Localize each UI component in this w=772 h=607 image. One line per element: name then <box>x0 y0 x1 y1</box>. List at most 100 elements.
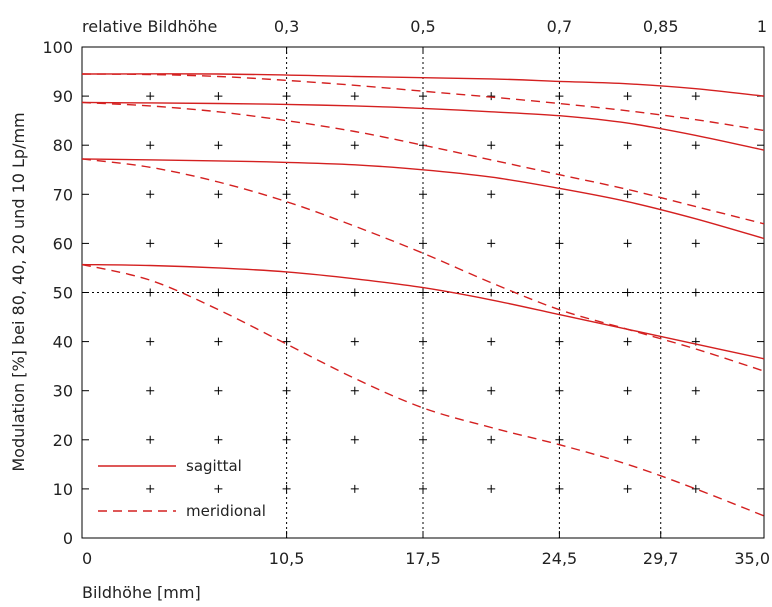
x-tick-label: 35,0 <box>734 549 770 568</box>
grid-cross <box>691 484 700 493</box>
sagittal-curve <box>81 158 765 240</box>
grid-cross <box>555 337 564 346</box>
top-axis-label: relative Bildhöhe <box>82 17 217 36</box>
x-tick-label: 24,5 <box>542 549 578 568</box>
grid-cross <box>419 435 427 444</box>
grid-cross <box>691 288 700 297</box>
grid-cross <box>555 190 564 199</box>
grid-cross <box>623 239 632 248</box>
grid-cross <box>214 386 223 395</box>
grid-cross <box>487 288 496 297</box>
mtf-curves <box>81 73 765 517</box>
grid-cross <box>350 92 359 101</box>
grid-cross <box>487 337 496 346</box>
grid-cross <box>350 435 359 444</box>
top-tick-label: 0,7 <box>547 17 572 36</box>
top-tick-label: 0,3 <box>274 17 299 36</box>
grid-cross <box>282 141 291 150</box>
grid-cross <box>555 141 564 150</box>
sagittal-curve <box>81 73 765 97</box>
y-tick-label: 60 <box>53 234 73 253</box>
grid-cross <box>214 141 223 150</box>
grid-cross <box>487 190 496 199</box>
grid-cross <box>214 435 223 444</box>
grid-cross <box>623 288 632 297</box>
grid-cross <box>487 435 496 444</box>
grid-cross <box>555 239 564 248</box>
grid-cross <box>691 239 700 248</box>
grid-cross <box>350 386 359 395</box>
grid-cross <box>350 141 359 150</box>
grid-cross <box>555 484 564 493</box>
grid-cross <box>282 484 291 493</box>
grid-cross <box>419 386 427 395</box>
grid-cross <box>350 484 359 493</box>
grid-cross <box>146 190 155 199</box>
grid-cross <box>419 239 427 248</box>
grid-cross <box>623 141 632 150</box>
y-tick-label: 50 <box>53 284 73 303</box>
top-tick-label: 1 <box>757 17 767 36</box>
x-tick-label: 29,7 <box>643 549 679 568</box>
sagittal-curve <box>81 101 765 151</box>
grid-cross <box>691 92 700 101</box>
grid-cross <box>623 435 632 444</box>
grid-cross <box>146 484 155 493</box>
y-tick-label: 40 <box>53 333 73 352</box>
grid-cross <box>146 435 155 444</box>
grid-cross <box>487 386 496 395</box>
grid-cross <box>691 190 700 199</box>
grid-cross <box>487 484 496 493</box>
grid-cross <box>555 435 564 444</box>
y-tick-label: 0 <box>63 529 73 548</box>
grid-cross <box>214 288 223 297</box>
y-tick-label: 70 <box>53 185 73 204</box>
grid-cross <box>623 484 632 493</box>
y-tick-label: 100 <box>42 38 73 57</box>
grid-cross <box>350 190 359 199</box>
grid-cross <box>555 92 564 101</box>
grid-cross <box>282 288 291 297</box>
axis-ticks <box>81 46 765 539</box>
grid-cross <box>419 288 427 297</box>
grid-cross <box>623 386 632 395</box>
legend-sagittal-label: sagittal <box>186 457 242 475</box>
top-tick-label: 0,85 <box>643 17 679 36</box>
meridional-curve <box>81 101 765 225</box>
grid-cross <box>282 337 291 346</box>
grid-cross <box>623 337 632 346</box>
grid-cross <box>691 386 700 395</box>
grid-cross <box>487 92 496 101</box>
y-axis-title: Modulation [%] bei 80, 40, 20 und 10 Lp/… <box>9 112 28 471</box>
grid-cross <box>350 239 359 248</box>
grid-cross <box>146 239 155 248</box>
grid-crosses <box>146 92 700 493</box>
grid-cross <box>623 190 632 199</box>
y-tick-label: 10 <box>53 480 73 499</box>
grid-cross <box>146 386 155 395</box>
grid-cross <box>214 239 223 248</box>
grid-cross <box>487 141 496 150</box>
grid-cross <box>214 190 223 199</box>
grid-cross <box>214 92 223 101</box>
grid-cross <box>419 337 427 346</box>
grid-cross <box>282 92 291 101</box>
x-axis-title: Bildhöhe [mm] <box>82 583 201 602</box>
grid-cross <box>691 141 700 150</box>
sagittal-curve <box>81 263 765 360</box>
y-tick-label: 20 <box>53 431 73 450</box>
grid-cross <box>146 92 155 101</box>
grid-cross <box>282 239 291 248</box>
grid-cross <box>282 386 291 395</box>
grid-cross <box>555 288 564 297</box>
grid-cross <box>146 141 155 150</box>
legend: sagittal meridional <box>98 457 266 520</box>
y-tick-label: 90 <box>53 87 73 106</box>
grid-cross <box>350 288 359 297</box>
grid-cross <box>419 92 427 101</box>
grid-cross <box>623 92 632 101</box>
top-tick-label: 0,5 <box>410 17 435 36</box>
grid-cross <box>214 484 223 493</box>
